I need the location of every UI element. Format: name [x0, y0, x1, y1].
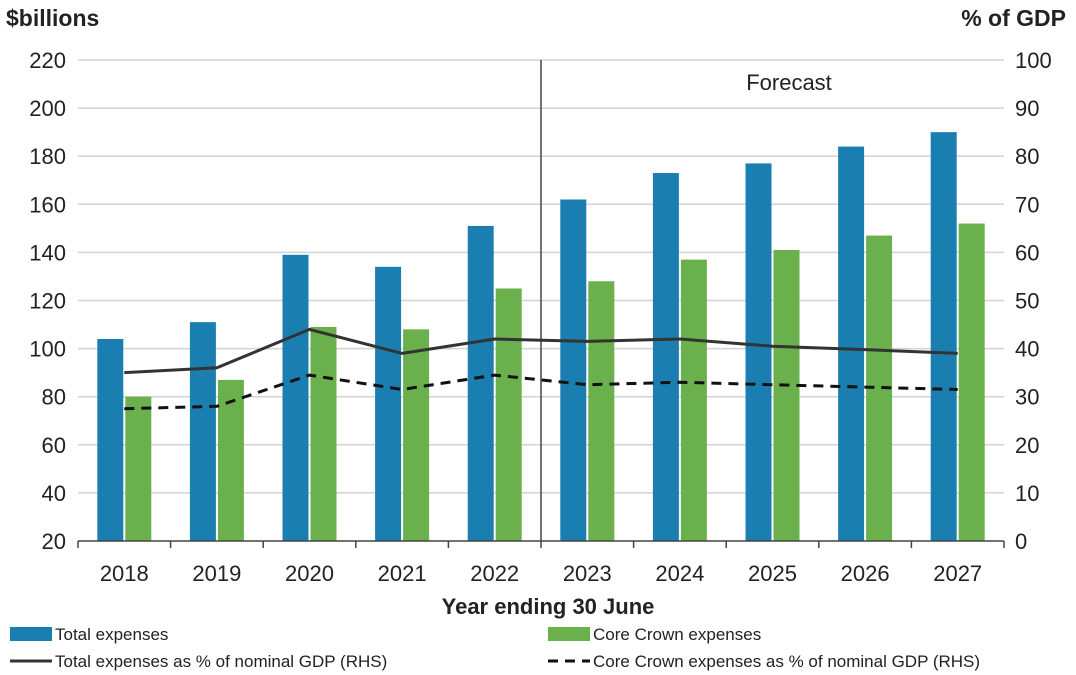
line-core-crown-gdp [124, 373, 958, 411]
y-left-tick-label: 120 [29, 289, 66, 314]
y-left-tick-label: 40 [42, 481, 66, 506]
bar-total-expenses [97, 338, 124, 541]
bar-total-expenses [838, 146, 865, 541]
left-axis-unit: $billions [6, 5, 99, 31]
y-left-tick-label: 100 [29, 337, 66, 362]
bar-core-crown-expenses [310, 326, 337, 541]
x-tick-label: 2023 [563, 561, 612, 586]
series-lines [124, 327, 958, 411]
x-tick-label: 2024 [655, 561, 704, 586]
bar-total-expenses [745, 163, 772, 542]
y-right-tick-label: 80 [1015, 144, 1039, 169]
y-right-tick-label: 100 [1015, 48, 1052, 73]
y-right-tick-label: 10 [1015, 481, 1039, 506]
y-left-tick-label: 80 [42, 385, 66, 410]
y-right-tick-label: 30 [1015, 385, 1039, 410]
y-right-tick-label: 0 [1015, 529, 1027, 554]
bar-total-expenses [375, 266, 402, 541]
bar-core-crown-expenses [495, 288, 522, 541]
y-left-tick-label: 60 [42, 433, 66, 458]
x-tick-label: 2020 [285, 561, 334, 586]
legend: Total expenses Core Crown expenses Total… [10, 625, 980, 671]
y-left-tick-label: 20 [42, 529, 66, 554]
bar-core-crown-expenses [125, 396, 152, 541]
bar-total-expenses [560, 199, 587, 542]
bar-total-expenses [652, 173, 679, 541]
x-tick-label: 2026 [841, 561, 890, 586]
forecast-label: Forecast [746, 70, 832, 95]
bar-core-crown-expenses [773, 249, 800, 541]
right-axis-unit: % of GDP [961, 5, 1066, 31]
y-right-tick-label: 50 [1015, 289, 1039, 314]
x-tick-label: 2027 [933, 561, 982, 586]
legend-swatch-total-expenses [10, 627, 52, 641]
y-right-tick-label: 90 [1015, 96, 1039, 121]
bar-core-crown-expenses [217, 379, 244, 541]
legend-label-core-gdp: Core Crown expenses as % of nominal GDP … [593, 652, 980, 671]
bar-core-crown-expenses [958, 223, 985, 542]
legend-label-core-crown-expenses: Core Crown expenses [593, 625, 761, 644]
y-left-tick-label: 220 [29, 48, 66, 73]
bar-total-expenses [189, 322, 216, 541]
bar-core-crown-expenses [403, 329, 430, 541]
y-left-tick-label: 140 [29, 240, 66, 265]
bar-core-crown-expenses [588, 281, 615, 541]
line-total-gdp [124, 327, 958, 375]
bar-total-expenses [467, 225, 494, 541]
y-left-tick-label: 200 [29, 96, 66, 121]
x-tick-label: 2021 [378, 561, 427, 586]
legend-label-total-gdp: Total expenses as % of nominal GDP (RHS) [55, 652, 387, 671]
x-tick-label: 2018 [100, 561, 149, 586]
y-right-tick-label: 70 [1015, 192, 1039, 217]
bar-core-crown-expenses [680, 259, 707, 541]
legend-label-total-expenses: Total expenses [55, 625, 168, 644]
x-tick-label: 2025 [748, 561, 797, 586]
bar-total-expenses [930, 132, 957, 541]
x-tick-label: 2019 [192, 561, 241, 586]
y-left-tick-label: 180 [29, 144, 66, 169]
tick-labels: 20 40 60 80 100 120 140 160 180 200 220 0 10 20 30 40 50… [29, 48, 1051, 586]
x-tick-label: 2022 [470, 561, 519, 586]
axes [77, 60, 1005, 548]
y-right-tick-label: 20 [1015, 433, 1039, 458]
y-left-tick-label: 160 [29, 192, 66, 217]
bar-total-expenses [282, 254, 309, 541]
y-right-tick-label: 40 [1015, 337, 1039, 362]
y-right-tick-label: 60 [1015, 240, 1039, 265]
legend-swatch-core-crown-expenses [548, 627, 590, 641]
x-axis-title: Year ending 30 June [442, 594, 655, 619]
bars [97, 132, 985, 542]
